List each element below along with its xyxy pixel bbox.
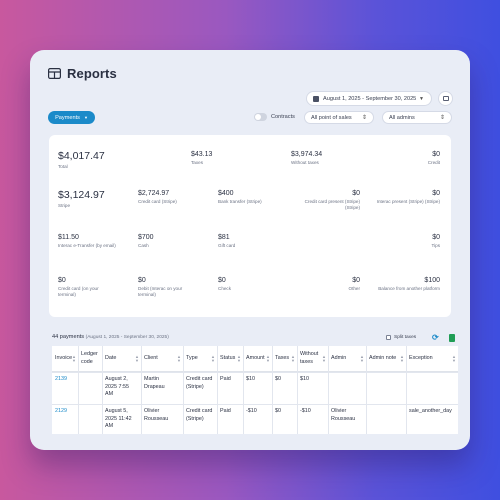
- stat-credit-card-stripe: $2,724.97 Credit card (Stripe): [138, 190, 177, 204]
- contracts-toggle-group: Contracts: [254, 113, 295, 121]
- select-arrows-icon: ⇕: [361, 115, 367, 121]
- payments-count: 44 payments (August 1, 2025 - September …: [52, 334, 169, 340]
- table-icon: [48, 67, 61, 79]
- stat-without-taxes: $3,974.34 Without taxes: [291, 151, 323, 165]
- table-cell-taxes: $0: [275, 408, 281, 414]
- column-header-exception[interactable]: Exception ▲ ▼: [406, 346, 458, 372]
- split-taxes-label: Split taxes: [394, 335, 417, 340]
- chevron-down-icon: ▼: [419, 96, 424, 102]
- column-header-admin[interactable]: Admin ▲ ▼: [328, 346, 366, 372]
- sort-icon: ▲ ▼: [266, 354, 270, 363]
- date-range-label: August 1, 2025 - September 30, 2025: [323, 95, 417, 102]
- select-arrows-icon: ⇕: [439, 115, 445, 121]
- table-cell-client: Martin Drapeau: [144, 376, 165, 390]
- contracts-label: Contracts: [271, 114, 295, 120]
- split-taxes-option[interactable]: Split taxes: [386, 335, 416, 340]
- payments-table: Invoice ▲ ▼ Ledger code Date ▲ ▼ Client ▲ ▼ Ty…: [52, 346, 458, 434]
- table-cell-taxes: $0: [275, 376, 281, 382]
- payments-count-label: 44 payments: [52, 334, 85, 340]
- column-header-client[interactable]: Client ▲ ▼: [141, 346, 183, 372]
- stat-other: $0 Other: [348, 277, 361, 291]
- invoice-link[interactable]: 2139: [55, 376, 67, 382]
- stat-credit-card-present: $0 Credit card present (Stripe) (Stripe): [304, 190, 360, 211]
- stat-stripe: $3,124.97 Stripe: [58, 189, 105, 208]
- sort-icon: ▲ ▼: [237, 354, 241, 363]
- table-cell-amount: $10: [246, 376, 255, 382]
- column-header-admin-note[interactable]: Admin note ▲ ▼: [366, 346, 406, 372]
- split-taxes-checkbox[interactable]: [386, 335, 391, 340]
- column-header-taxes[interactable]: Taxes ▲ ▼: [272, 346, 297, 372]
- stat-bank-transfer-stripe: $400 Bank transfer (Stripe): [218, 190, 262, 204]
- table-cell-status: Paid: [220, 408, 231, 414]
- calendar-icon: [313, 95, 319, 102]
- sort-icon: ▲ ▼: [211, 354, 215, 363]
- stat-taxes: $43.13 Taxes: [191, 151, 213, 165]
- sort-icon: ▲ ▼: [452, 354, 456, 363]
- stat-credit: $0 Credit: [427, 151, 440, 165]
- payments-range-label: (August 1, 2025 - September 30, 2025): [85, 335, 169, 340]
- print-button[interactable]: [438, 91, 453, 106]
- stat-gift-card: $81 Gift card: [218, 234, 236, 248]
- table-cell-date: August 2, 2025 7:55 AM: [105, 376, 129, 397]
- column-header-ledger-code[interactable]: Ledger code: [78, 346, 102, 372]
- sort-icon: ▲ ▼: [360, 354, 364, 363]
- stat-total: $4,017.47 Total: [58, 150, 105, 169]
- stat-interac-etransfer: $11.50 Interac e-Transfer (by email): [58, 234, 116, 248]
- column-header-invoice[interactable]: Invoice ▲ ▼: [52, 346, 78, 372]
- admins-value: All admins: [389, 114, 415, 121]
- table-cell-type: Credit card (Stripe): [186, 376, 213, 390]
- printer-icon: [442, 96, 449, 101]
- admins-select[interactable]: All admins ⇕: [382, 111, 452, 124]
- stat-check: $0 Check: [218, 277, 232, 291]
- column-header-date[interactable]: Date ▲ ▼: [102, 346, 141, 372]
- stat-balance-another-platform: $100 Balance from another platform: [378, 277, 440, 291]
- column-header-amount[interactable]: Amount ▲ ▼: [243, 346, 272, 372]
- refresh-icon[interactable]: ⟳: [432, 333, 439, 342]
- sort-icon: ▲ ▼: [177, 354, 181, 363]
- table-cell-date: August 5, 2025 11:42 AM: [105, 408, 132, 429]
- table-cell-without-taxes: -$10: [300, 408, 311, 414]
- stat-interac-present: $0 Interac present (Stripe) (Stripe): [376, 190, 440, 204]
- sort-icon: ▲ ▼: [322, 354, 326, 363]
- stat-cash: $700 Cash: [138, 234, 154, 248]
- sort-icon: ▲ ▼: [400, 354, 404, 363]
- excel-export-icon[interactable]: [449, 334, 455, 342]
- table-cell-without-taxes: $10: [300, 376, 309, 382]
- table-cell-status: Paid: [220, 376, 231, 382]
- table-cell-admin: Olivier Rousseau: [331, 408, 356, 422]
- point-of-sale-value: All point of sales: [311, 114, 352, 121]
- caret-down-icon: ▼: [83, 115, 88, 120]
- table-cell-type: Credit card (Stripe): [186, 408, 213, 422]
- reports-window: Reports August 1, 2025 - September 30, 2…: [30, 50, 470, 450]
- sort-icon: ▲ ▼: [291, 354, 295, 363]
- column-header-without-taxes[interactable]: Without taxes ▲ ▼: [297, 346, 328, 372]
- point-of-sale-select[interactable]: All point of sales ⇕: [304, 111, 374, 124]
- column-header-status[interactable]: Status ▲ ▼: [217, 346, 243, 372]
- sort-icon: ▲ ▼: [72, 354, 76, 363]
- column-header-type[interactable]: Type ▲ ▼: [183, 346, 217, 372]
- contracts-toggle[interactable]: [254, 113, 267, 121]
- invoice-link[interactable]: 2129: [55, 408, 67, 414]
- page-header: Reports: [48, 65, 117, 81]
- page-title: Reports: [67, 65, 117, 81]
- summary-card: $4,017.47 Total $43.13 Taxes $3,974.34 With…: [49, 135, 451, 317]
- payments-label: Payments: [55, 114, 80, 121]
- table-cell-exception: sale_another_day: [409, 408, 452, 414]
- sort-icon: ▲ ▼: [135, 354, 139, 363]
- stat-debit-terminal: $0 Debit (Interac on your terminal): [138, 277, 183, 298]
- table-cell-amount: -$10: [246, 408, 257, 414]
- stat-credit-card-terminal: $0 Credit card (on your terminal): [58, 277, 99, 298]
- payments-dropdown-button[interactable]: Payments ▼: [48, 111, 95, 124]
- stat-tips: $0 Tips: [431, 234, 440, 248]
- table-cell-client: Olivier Rousseau: [144, 408, 169, 422]
- date-range-picker[interactable]: August 1, 2025 - September 30, 2025 ▼: [306, 91, 432, 106]
